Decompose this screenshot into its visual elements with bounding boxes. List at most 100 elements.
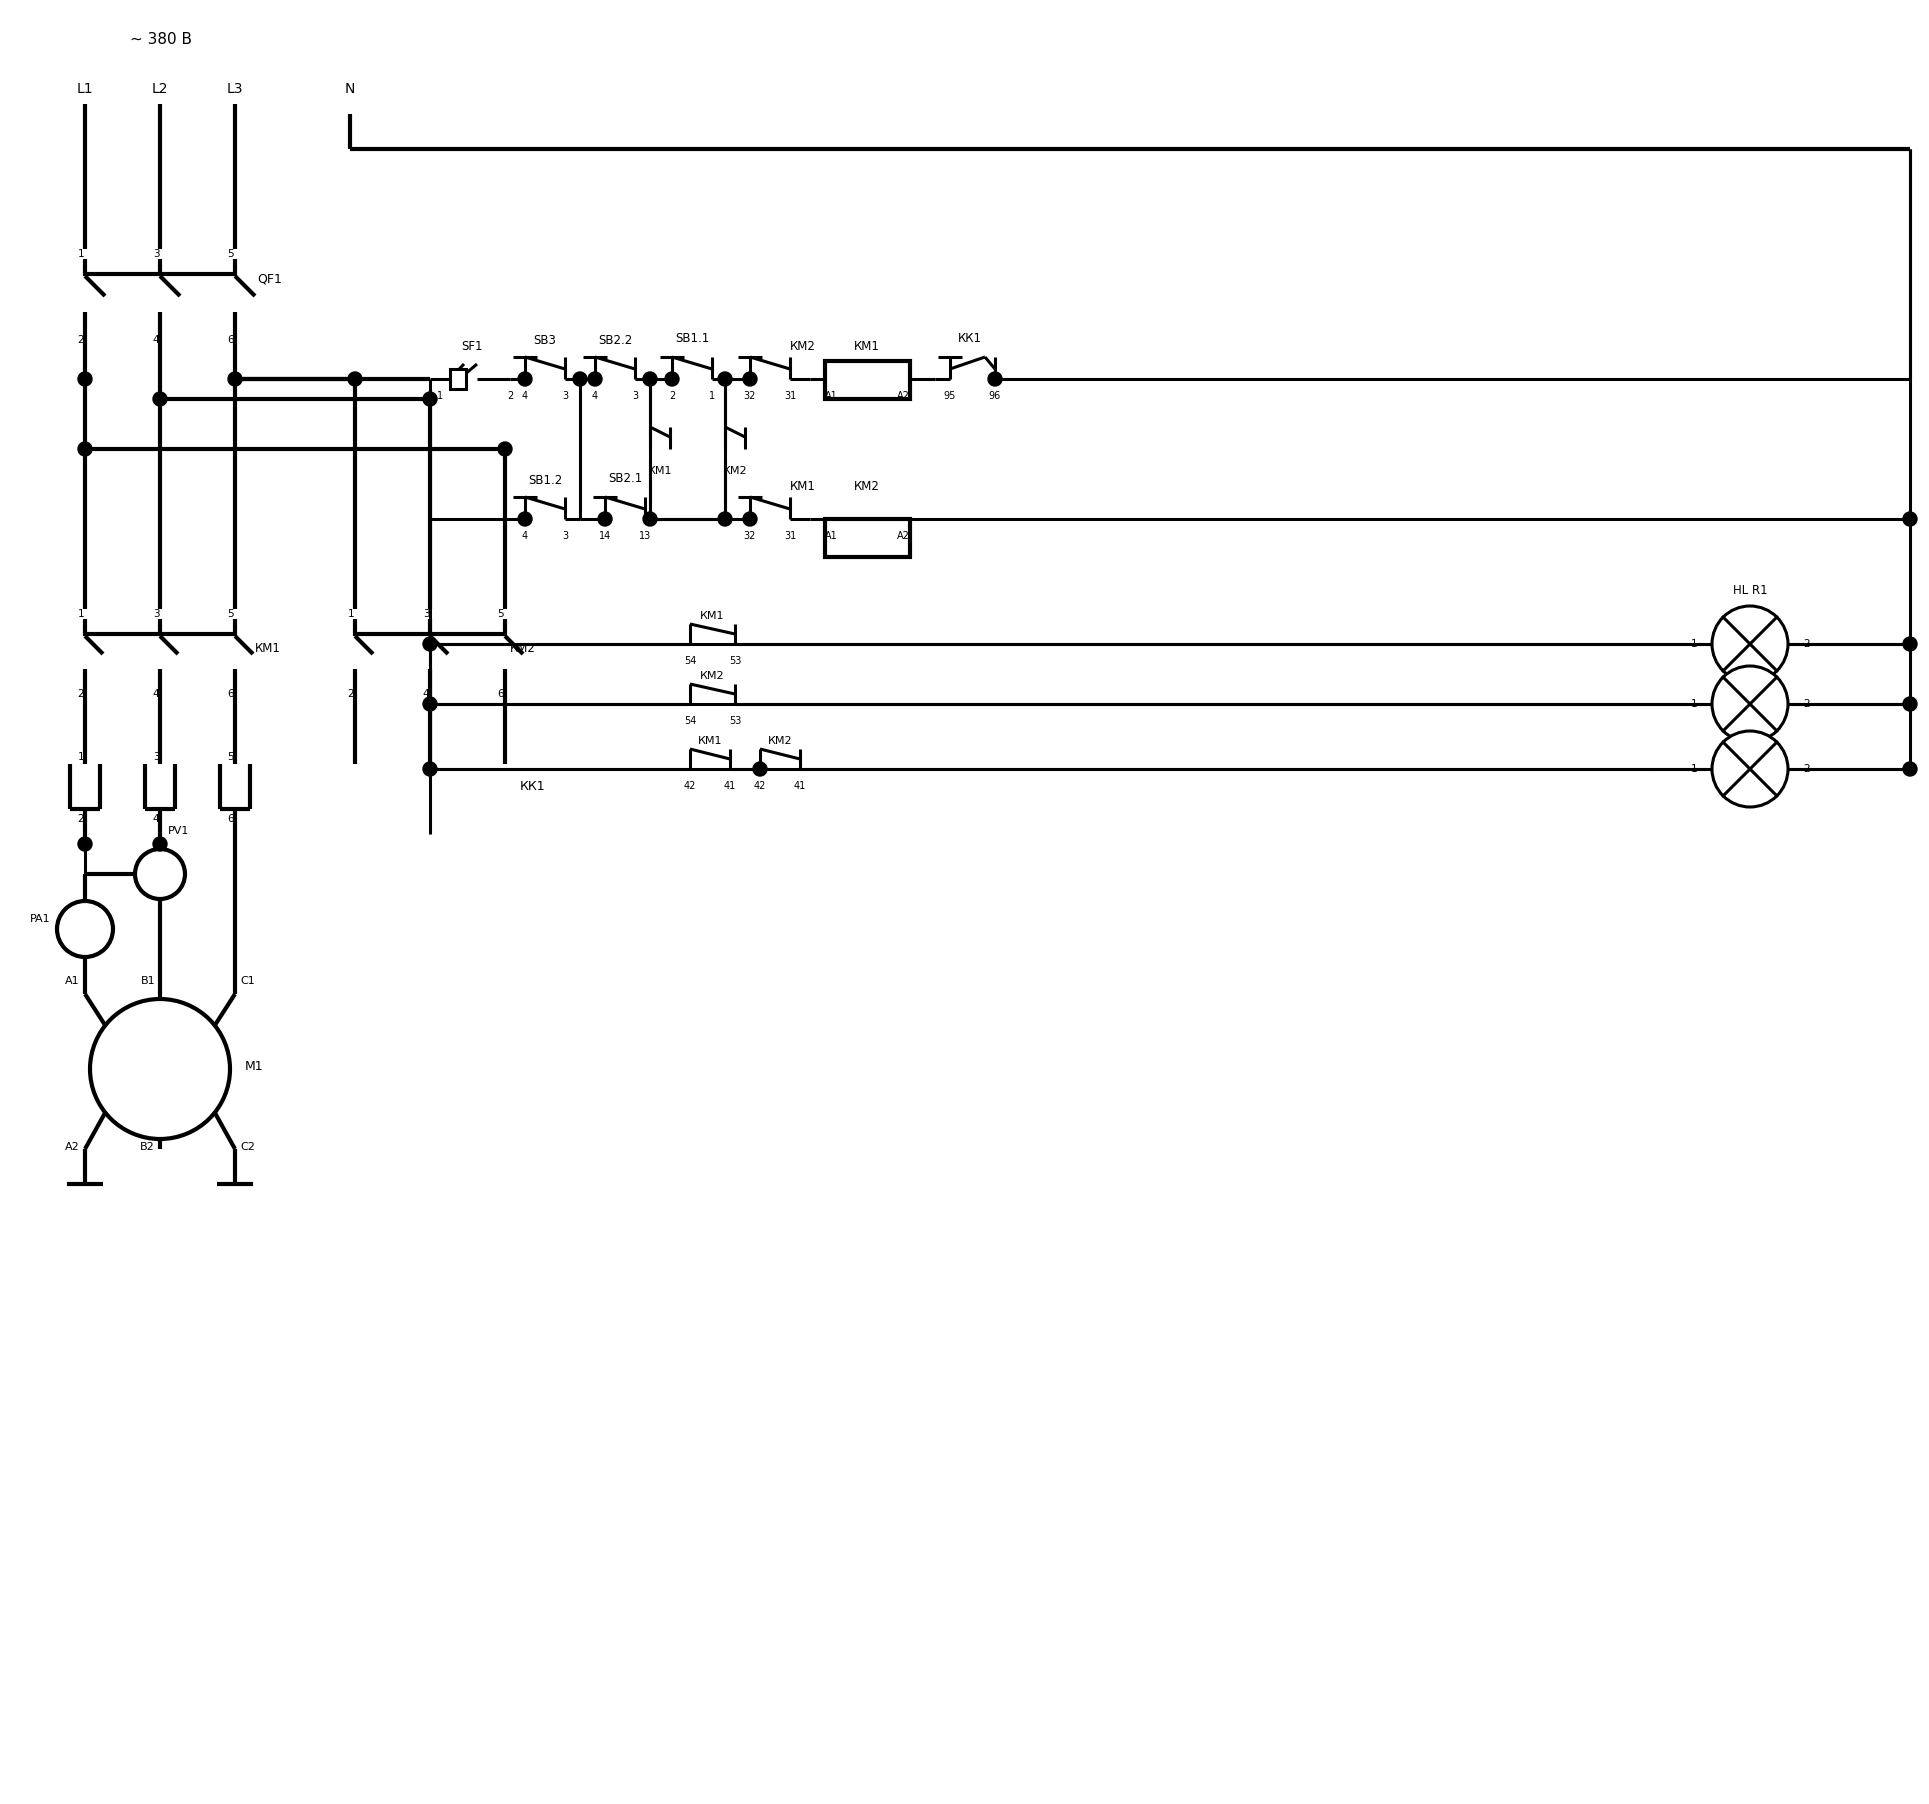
- Circle shape: [77, 372, 93, 386]
- Circle shape: [498, 442, 511, 456]
- Circle shape: [422, 637, 438, 651]
- Circle shape: [1713, 606, 1788, 682]
- Text: КМ1: КМ1: [648, 465, 671, 476]
- Text: 3: 3: [152, 249, 160, 260]
- Text: HL G1: HL G1: [1732, 709, 1767, 722]
- Text: 4: 4: [152, 814, 160, 824]
- Text: 2: 2: [77, 336, 85, 345]
- Text: 53: 53: [729, 716, 741, 725]
- Text: L1: L1: [77, 81, 93, 96]
- Text: B2: B2: [141, 1142, 154, 1153]
- Text: КМ2: КМ2: [791, 341, 816, 354]
- Text: 14: 14: [598, 530, 611, 541]
- Text: 31: 31: [783, 530, 797, 541]
- Circle shape: [58, 900, 114, 956]
- Text: A1: A1: [826, 391, 837, 400]
- Text: HL R1: HL R1: [1732, 584, 1767, 597]
- Bar: [826, 520, 910, 557]
- Circle shape: [642, 512, 658, 527]
- Text: 41: 41: [723, 781, 737, 790]
- Text: 41: 41: [795, 781, 806, 790]
- Circle shape: [588, 372, 602, 386]
- Text: A1: A1: [826, 530, 837, 541]
- Text: C1: C1: [239, 976, 255, 987]
- Text: N: N: [345, 81, 355, 96]
- Text: 13: 13: [638, 530, 652, 541]
- Text: 6: 6: [228, 814, 233, 824]
- Circle shape: [519, 512, 532, 527]
- Text: КМ2: КМ2: [855, 480, 880, 494]
- Text: КМ1: КМ1: [255, 642, 282, 655]
- Circle shape: [1904, 637, 1917, 651]
- Text: 1: 1: [1690, 639, 1698, 649]
- Text: SB1.1: SB1.1: [675, 332, 710, 346]
- Circle shape: [1713, 666, 1788, 741]
- Text: 1: 1: [438, 391, 444, 400]
- Circle shape: [77, 442, 93, 456]
- Text: SB2.1: SB2.1: [608, 473, 642, 485]
- Text: A2: A2: [897, 391, 910, 400]
- Text: A1: A1: [66, 976, 79, 987]
- Text: КМ1: КМ1: [855, 341, 880, 354]
- Circle shape: [718, 372, 731, 386]
- Circle shape: [422, 761, 438, 776]
- Text: B1: B1: [141, 976, 154, 987]
- Circle shape: [152, 837, 168, 851]
- Text: 1: 1: [347, 610, 355, 619]
- Text: 3: 3: [561, 530, 567, 541]
- Text: 6: 6: [498, 689, 503, 698]
- Text: HL R2: HL R2: [1732, 644, 1767, 657]
- Text: 5: 5: [228, 610, 233, 619]
- Text: КМ1: КМ1: [698, 736, 721, 747]
- Text: 5: 5: [228, 752, 233, 761]
- Text: 2: 2: [1804, 765, 1809, 774]
- Circle shape: [666, 372, 679, 386]
- Text: 5: 5: [228, 249, 233, 260]
- Text: 3: 3: [422, 610, 430, 619]
- Text: 1: 1: [77, 752, 85, 761]
- Text: 31: 31: [783, 391, 797, 400]
- Circle shape: [573, 372, 586, 386]
- Text: SF1: SF1: [461, 341, 482, 354]
- Text: 54: 54: [683, 657, 696, 666]
- Bar: [826, 361, 910, 399]
- Text: 2: 2: [347, 689, 355, 698]
- Text: A: A: [81, 922, 89, 936]
- Text: 96: 96: [990, 391, 1001, 400]
- Circle shape: [77, 837, 93, 851]
- Text: PA1: PA1: [31, 915, 50, 924]
- Text: 4: 4: [422, 689, 430, 698]
- Text: 42: 42: [683, 781, 696, 790]
- Text: A2: A2: [66, 1142, 79, 1153]
- Text: 3: 3: [152, 610, 160, 619]
- Text: SB3: SB3: [534, 334, 556, 348]
- Text: 4: 4: [152, 689, 160, 698]
- Circle shape: [152, 391, 168, 406]
- Circle shape: [422, 391, 438, 406]
- Text: 53: 53: [729, 657, 741, 666]
- Circle shape: [91, 999, 230, 1138]
- Text: SB2.2: SB2.2: [598, 334, 633, 348]
- Text: КК1: КК1: [521, 779, 546, 794]
- Text: 2: 2: [507, 391, 513, 400]
- Text: 4: 4: [523, 530, 529, 541]
- Text: КМ1: КМ1: [791, 480, 816, 494]
- Text: 32: 32: [745, 391, 756, 400]
- Circle shape: [1904, 761, 1917, 776]
- Text: L2: L2: [152, 81, 168, 96]
- Text: A2: A2: [897, 530, 910, 541]
- Circle shape: [743, 372, 756, 386]
- Text: 1: 1: [710, 391, 716, 400]
- Text: КМ2: КМ2: [768, 736, 793, 747]
- Text: 1: 1: [77, 610, 85, 619]
- Text: 95: 95: [943, 391, 957, 400]
- Text: 3: 3: [152, 752, 160, 761]
- Bar: [449, 370, 467, 390]
- Text: КМ2: КМ2: [723, 465, 747, 476]
- Circle shape: [1904, 512, 1917, 527]
- Circle shape: [642, 372, 658, 386]
- Text: PV1: PV1: [168, 826, 189, 835]
- Text: 4: 4: [523, 391, 529, 400]
- Circle shape: [519, 372, 532, 386]
- Text: КМ2: КМ2: [509, 642, 536, 655]
